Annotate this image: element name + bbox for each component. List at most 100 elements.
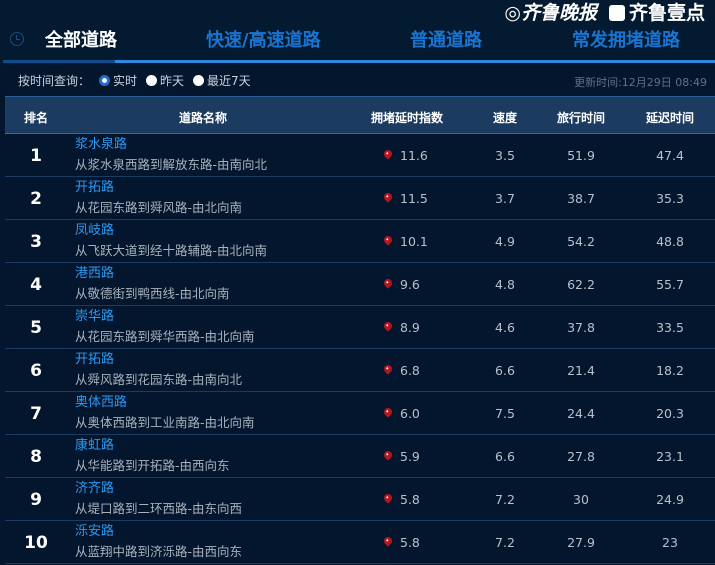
road-name-link[interactable]: 康虹路 — [75, 438, 115, 453]
table-row[interactable]: 7 奥体西路 从奥体西路到工业南路-由北向南 6.0 7.5 24.4 20.3 — [5, 392, 715, 435]
delay-index: 9.6 — [400, 277, 420, 292]
road-name-link[interactable]: 港西路 — [75, 266, 115, 281]
road-segment: 从花园东路到舜华西路-由北向南 — [75, 329, 255, 344]
road-segment: 从奥体西路到工业南路-由北向南 — [75, 415, 255, 430]
rank: 2 — [30, 189, 42, 209]
col-travel-time: 旅行时间 — [556, 111, 606, 125]
travel-time: 38.7 — [567, 191, 595, 206]
radio-last-7-days[interactable]: 最近7天 — [193, 72, 251, 89]
rank: 6 — [30, 361, 42, 381]
delay-index: 11.6 — [400, 148, 428, 163]
map-pin-icon[interactable] — [382, 449, 394, 461]
road-name-link[interactable]: 浆水泉路 — [75, 137, 128, 152]
watermark-right-text: 齐鲁壹点 — [628, 2, 705, 24]
delay-index: 10.1 — [400, 234, 428, 249]
speed: 4.6 — [495, 320, 515, 335]
col-road-name: 道路名称 — [178, 111, 228, 125]
speed: 7.5 — [495, 406, 515, 421]
rank: 10 — [24, 533, 48, 553]
delay-index: 6.8 — [400, 363, 420, 378]
road-name-link[interactable]: 泺安路 — [75, 524, 115, 539]
update-time: 更新时间:12月29日 08:49 — [574, 76, 707, 89]
travel-time: 24.4 — [567, 406, 595, 421]
road-segment: 从华能路到开拓路-由西向东 — [75, 458, 230, 473]
table-row[interactable]: 4 港西路 从敬德街到鸭西线-由北向南 9.6 4.8 62.2 55.7 — [5, 263, 715, 306]
tab-underline — [3, 60, 715, 63]
speed: 7.2 — [495, 535, 515, 550]
delay-time: 55.7 — [656, 277, 684, 292]
delay-time: 18.2 — [656, 363, 684, 378]
speed: 6.6 — [495, 449, 515, 464]
col-speed: 速度 — [492, 111, 518, 125]
radio-label: 实时 — [113, 74, 138, 88]
road-segment: 从敬德街到鸭西线-由北向南 — [75, 286, 230, 301]
delay-time: 35.3 — [656, 191, 684, 206]
speed: 3.7 — [495, 191, 515, 206]
road-name-link[interactable]: 崇华路 — [75, 309, 115, 324]
radio-icon — [146, 75, 158, 86]
radio-icon — [193, 75, 205, 86]
rank: 5 — [30, 318, 42, 338]
delay-time: 48.8 — [656, 234, 684, 249]
map-pin-icon[interactable] — [382, 320, 394, 332]
road-name-link[interactable]: 开拓路 — [75, 180, 115, 195]
travel-time: 21.4 — [567, 363, 595, 378]
col-delay-index: 拥堵延时指数 — [370, 111, 444, 125]
road-name-link[interactable]: 凤岐路 — [75, 223, 115, 238]
map-pin-icon[interactable] — [382, 277, 394, 289]
col-delay-time: 延迟时间 — [645, 111, 695, 125]
radio-realtime[interactable]: 实时 — [99, 72, 137, 89]
watermark-logo: ◎齐鲁晚报 齐鲁壹点 — [504, 1, 705, 25]
radio-label: 最近7天 — [207, 74, 251, 88]
delay-index: 8.9 — [400, 320, 420, 335]
road-segment: 从飞跃大道到经十路辅路-由北向南 — [75, 243, 268, 258]
speed: 4.8 — [495, 277, 515, 292]
map-pin-icon[interactable] — [382, 148, 394, 160]
radio-yesterday[interactable]: 昨天 — [146, 72, 184, 89]
map-pin-icon[interactable] — [382, 191, 394, 203]
time-filter: 按时间查询： 实时 昨天 最近7天 — [18, 72, 251, 89]
rank: 4 — [30, 275, 42, 295]
table-row[interactable]: 1 浆水泉路 从浆水泉西路到解放东路-由南向北 11.6 3.5 51.9 47… — [5, 134, 715, 177]
map-pin-icon[interactable] — [382, 406, 394, 418]
road-segment: 从堤口路到二环西路-由东向西 — [75, 501, 243, 516]
speed: 6.6 — [495, 363, 515, 378]
rank: 1 — [30, 146, 42, 166]
map-pin-icon[interactable] — [382, 535, 394, 547]
table-row[interactable]: 10 泺安路 从蓝翔中路到济泺路-由西向东 5.8 7.2 27.9 23 — [5, 521, 715, 564]
table-row[interactable]: 9 济齐路 从堤口路到二环西路-由东向西 5.8 7.2 30 24.9 — [5, 478, 715, 521]
road-name-link[interactable]: 济齐路 — [75, 481, 115, 496]
tab-bar: 全部道路 快速/高速道路 普通道路 常发拥堵道路 — [0, 0, 715, 64]
table-row[interactable]: 2 开拓路 从花园东路到舜风路-由北向南 11.5 3.7 38.7 35.3 — [5, 177, 715, 220]
travel-time: 30 — [573, 492, 589, 507]
road-segment: 从浆水泉西路到解放东路-由南向北 — [75, 157, 268, 172]
map-pin-icon[interactable] — [382, 492, 394, 504]
travel-time: 37.8 — [567, 320, 595, 335]
delay-time: 47.4 — [656, 148, 684, 163]
rank: 9 — [30, 490, 42, 510]
travel-time: 27.8 — [567, 449, 595, 464]
speed: 4.9 — [495, 234, 515, 249]
tab-frequent-congestion[interactable]: 常发拥堵道路 — [572, 30, 680, 51]
map-pin-icon[interactable] — [382, 363, 394, 375]
rank: 7 — [30, 404, 42, 424]
rank: 3 — [30, 232, 42, 252]
tab-ordinary-roads[interactable]: 普通道路 — [410, 30, 482, 51]
road-name-link[interactable]: 奥体西路 — [75, 395, 128, 410]
road-segment: 从蓝翔中路到济泺路-由西向东 — [75, 544, 243, 559]
table-row[interactable]: 3 凤岐路 从飞跃大道到经十路辅路-由北向南 10.1 4.9 54.2 48.… — [5, 220, 715, 263]
table-row[interactable]: 8 康虹路 从华能路到开拓路-由西向东 5.9 6.6 27.8 23.1 — [5, 435, 715, 478]
tab-expressway[interactable]: 快速/高速道路 — [206, 30, 321, 51]
table-row[interactable]: 6 开拓路 从舜风路到花园东路-由南向北 6.8 6.6 21.4 18.2 — [5, 349, 715, 392]
road-segment: 从舜风路到花园东路-由南向北 — [75, 372, 243, 387]
road-name-link[interactable]: 开拓路 — [75, 352, 115, 367]
delay-time: 24.9 — [656, 492, 684, 507]
table-row[interactable]: 5 崇华路 从花园东路到舜华西路-由北向南 8.9 4.6 37.8 33.5 — [5, 306, 715, 349]
col-rank: 排名 — [23, 111, 49, 125]
tab-all-roads[interactable]: 全部道路 — [45, 30, 117, 51]
table-header: 排名 道路名称 拥堵延时指数 速度 旅行时间 延迟时间 — [5, 96, 715, 134]
speed: 7.2 — [495, 492, 515, 507]
travel-time: 62.2 — [567, 277, 595, 292]
delay-time: 23 — [662, 535, 678, 550]
map-pin-icon[interactable] — [382, 234, 394, 246]
